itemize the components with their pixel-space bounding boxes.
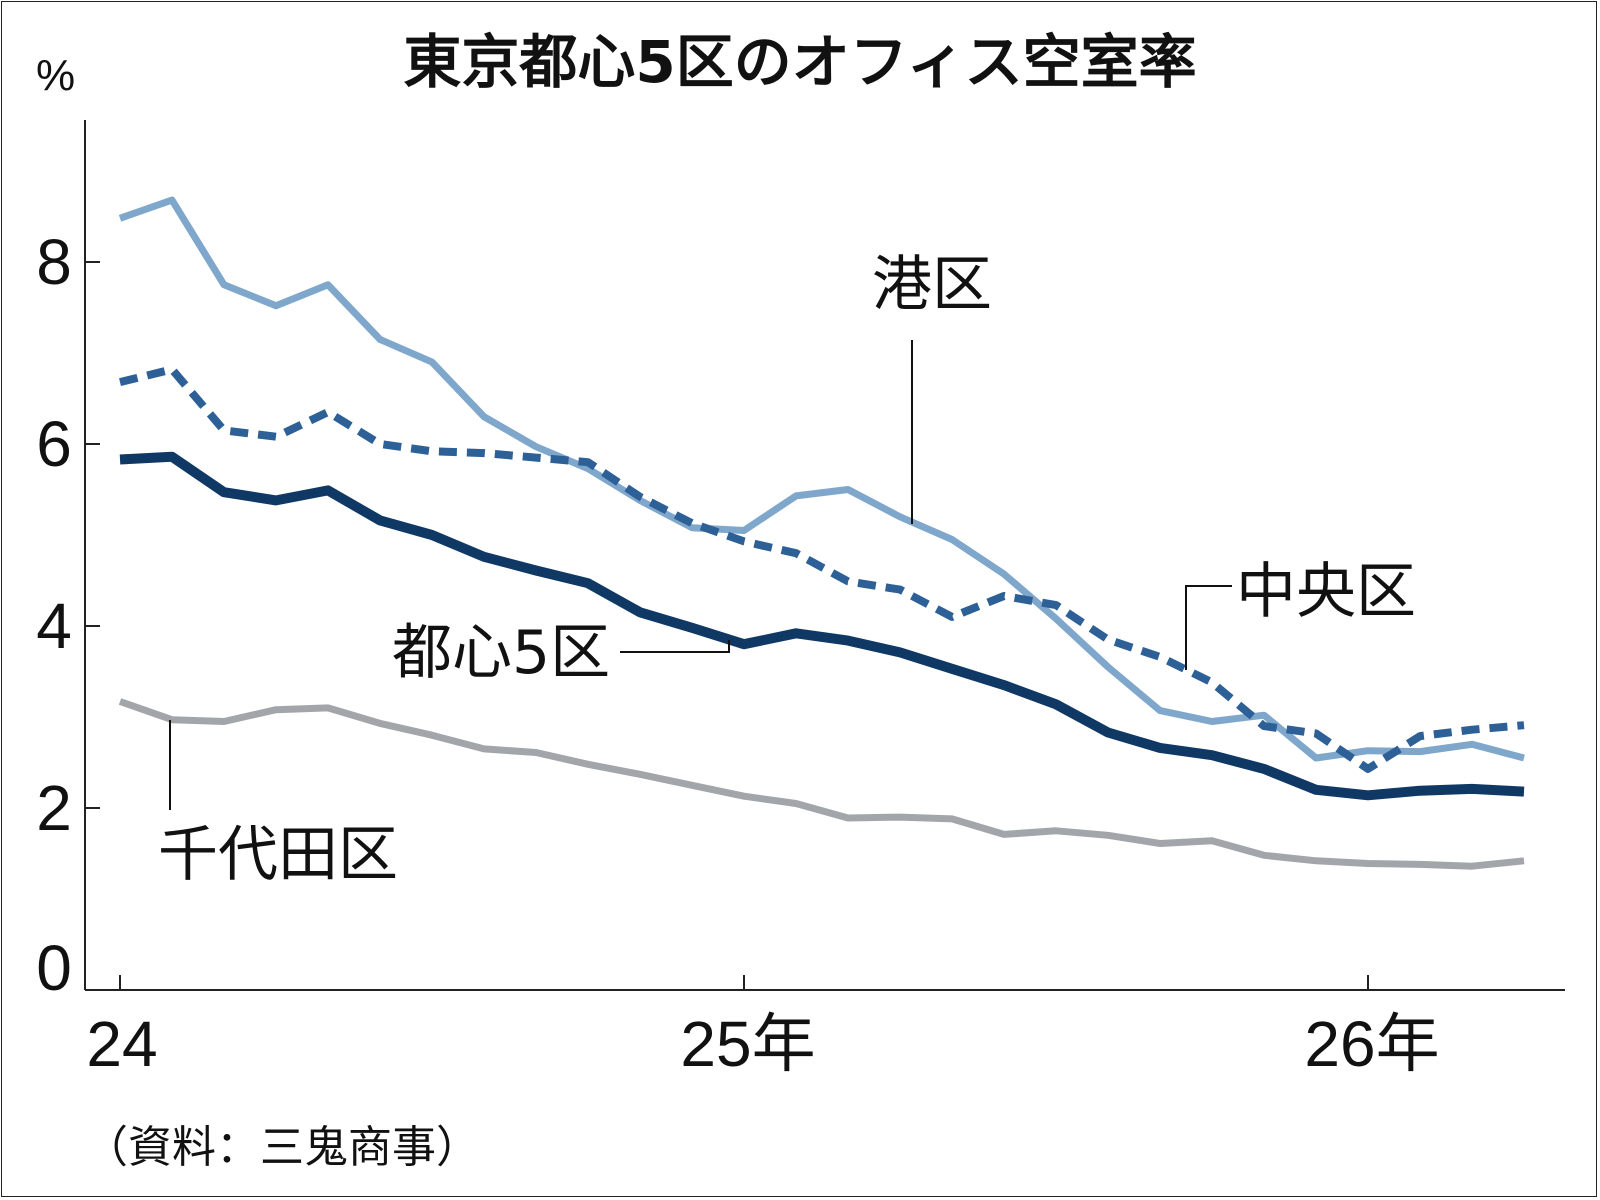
y-tick-label-4: 4 (36, 590, 72, 662)
series-line-toshin5 (119, 451, 1525, 801)
x-tick-label-24: 24 (86, 1008, 157, 1080)
y-tick-label-2: 2 (36, 772, 72, 844)
y-axis-unit: % (36, 51, 75, 100)
x-tick-label-25: 25年 (680, 1008, 815, 1080)
series-line-chuo (119, 365, 1525, 773)
y-tick-label-6: 6 (36, 408, 72, 480)
series-label-chiyoda: 千代田区 (158, 820, 398, 890)
series-label-chuo: 中央区 (1236, 557, 1416, 627)
y-tick-label-8: 8 (36, 226, 72, 298)
y-tick-label-0: 0 (36, 932, 72, 1004)
chart-title: 東京都心5区のオフィス空室率 (403, 28, 1196, 96)
x-tick-label-26: 26年 (1304, 1008, 1439, 1080)
source-note: （資料：三鬼商事） (84, 1122, 480, 1173)
chuo-leader-line (1185, 585, 1232, 670)
series-label-toshin5: 都心5区 (392, 618, 610, 688)
series-line-minato (118, 196, 1525, 762)
series-line-chiyoda (118, 698, 1525, 870)
series-label-minato: 港区 (872, 250, 992, 320)
toshin-leader-line (620, 640, 730, 653)
